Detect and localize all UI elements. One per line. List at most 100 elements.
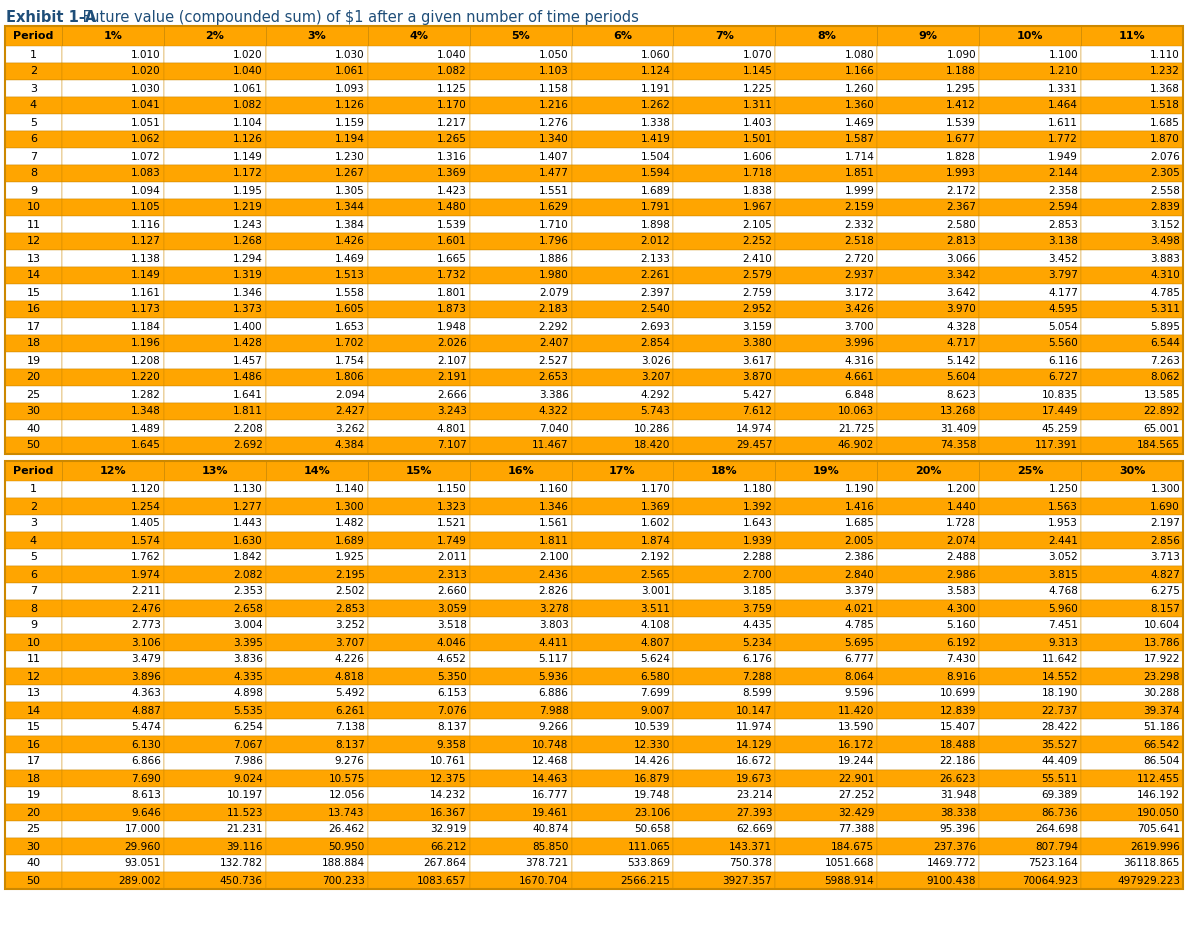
Bar xyxy=(877,787,979,804)
Bar xyxy=(877,804,979,821)
Bar xyxy=(368,804,469,821)
Bar xyxy=(571,872,674,889)
Text: 1.629: 1.629 xyxy=(538,203,569,212)
Text: 30: 30 xyxy=(26,407,40,417)
Text: 2.427: 2.427 xyxy=(335,407,365,417)
Bar xyxy=(877,498,979,515)
Bar xyxy=(62,97,164,114)
Text: 10.063: 10.063 xyxy=(838,407,874,417)
Bar xyxy=(469,233,571,250)
Text: 5.311: 5.311 xyxy=(1150,304,1180,315)
Text: 1.886: 1.886 xyxy=(538,254,569,264)
Bar xyxy=(571,668,674,685)
Bar xyxy=(571,838,674,855)
Bar xyxy=(368,182,469,199)
Text: 1.323: 1.323 xyxy=(437,501,467,512)
Bar xyxy=(62,838,164,855)
Bar xyxy=(368,617,469,634)
Bar xyxy=(266,165,368,182)
Bar xyxy=(368,148,469,165)
Bar xyxy=(266,250,368,267)
Bar xyxy=(1081,872,1183,889)
Text: 497929.223: 497929.223 xyxy=(1117,875,1180,885)
Text: 7.288: 7.288 xyxy=(742,671,772,682)
Bar xyxy=(571,855,674,872)
Text: 5.492: 5.492 xyxy=(335,688,365,699)
Bar xyxy=(979,702,1081,719)
Text: 3.380: 3.380 xyxy=(742,338,772,348)
Bar xyxy=(877,651,979,668)
Bar xyxy=(571,46,674,63)
Bar xyxy=(5,131,62,148)
Bar xyxy=(979,481,1081,498)
Text: 1.082: 1.082 xyxy=(233,100,263,111)
Bar xyxy=(5,498,62,515)
Bar xyxy=(469,855,571,872)
Bar xyxy=(266,97,368,114)
Bar xyxy=(62,386,164,403)
Text: 14: 14 xyxy=(26,705,40,716)
Bar xyxy=(877,685,979,702)
Text: 1.090: 1.090 xyxy=(947,50,977,59)
Bar xyxy=(571,352,674,369)
Text: 2.856: 2.856 xyxy=(1150,535,1180,546)
Bar xyxy=(469,583,571,600)
Bar xyxy=(62,532,164,549)
Bar xyxy=(469,787,571,804)
Text: 5988.914: 5988.914 xyxy=(824,875,874,885)
Text: 1.262: 1.262 xyxy=(640,100,670,111)
Bar xyxy=(674,481,776,498)
Bar xyxy=(571,131,674,148)
Text: 11: 11 xyxy=(26,220,40,229)
Bar xyxy=(469,685,571,702)
Text: 3: 3 xyxy=(30,518,37,529)
Text: 17: 17 xyxy=(26,757,40,766)
Text: 12.330: 12.330 xyxy=(634,740,670,749)
Bar xyxy=(1081,481,1183,498)
Bar xyxy=(266,787,368,804)
Bar xyxy=(266,63,368,80)
Text: 4.898: 4.898 xyxy=(233,688,263,699)
Text: 44.409: 44.409 xyxy=(1042,757,1078,766)
Text: 14.232: 14.232 xyxy=(430,791,467,801)
Bar xyxy=(469,481,571,498)
Text: 2.107: 2.107 xyxy=(437,356,467,365)
Text: 5.234: 5.234 xyxy=(742,638,772,648)
Bar xyxy=(877,702,979,719)
Bar xyxy=(571,199,674,216)
Text: 5: 5 xyxy=(30,117,37,128)
Bar xyxy=(266,148,368,165)
Bar xyxy=(62,461,164,481)
Bar xyxy=(776,770,877,787)
Text: 7.076: 7.076 xyxy=(437,705,467,716)
Bar xyxy=(776,233,877,250)
Bar xyxy=(5,182,62,199)
Text: 2: 2 xyxy=(30,67,37,76)
Text: 2.288: 2.288 xyxy=(742,552,772,562)
Bar xyxy=(776,753,877,770)
Bar xyxy=(776,855,877,872)
Bar xyxy=(5,63,62,80)
Bar xyxy=(877,335,979,352)
Bar xyxy=(62,583,164,600)
Text: 15%: 15% xyxy=(405,466,432,476)
Text: 1%: 1% xyxy=(103,31,122,41)
Bar xyxy=(571,301,674,318)
Bar xyxy=(1081,284,1183,301)
Bar xyxy=(164,352,266,369)
Text: 14.129: 14.129 xyxy=(735,740,772,749)
Text: 1.685: 1.685 xyxy=(1150,117,1180,128)
Text: 1.732: 1.732 xyxy=(437,270,467,281)
Text: 2.197: 2.197 xyxy=(1150,518,1180,529)
Text: 3.896: 3.896 xyxy=(131,671,160,682)
Text: 66.542: 66.542 xyxy=(1144,740,1180,749)
Text: 1.551: 1.551 xyxy=(538,186,569,195)
Text: 6.130: 6.130 xyxy=(131,740,160,749)
Text: 1.124: 1.124 xyxy=(640,67,670,76)
Bar xyxy=(979,719,1081,736)
Text: 10.286: 10.286 xyxy=(634,423,670,434)
Text: 1.480: 1.480 xyxy=(437,203,467,212)
Text: 2.074: 2.074 xyxy=(947,535,977,546)
Bar xyxy=(5,481,62,498)
Text: 11.642: 11.642 xyxy=(1042,654,1078,665)
